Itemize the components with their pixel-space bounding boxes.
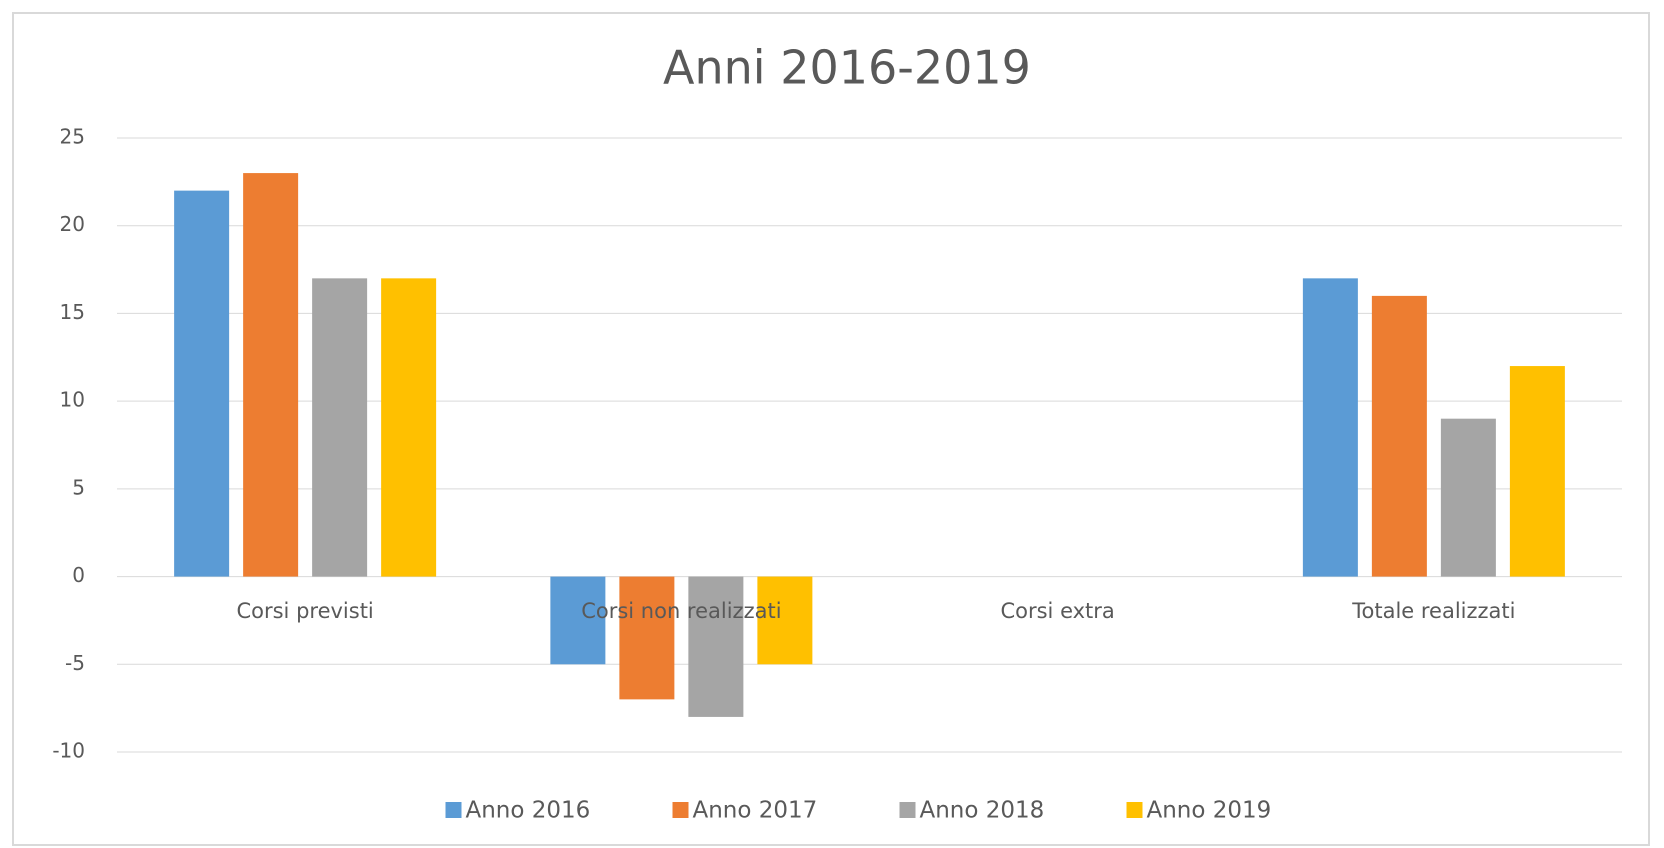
y-tick-label: 5	[72, 475, 85, 499]
y-tick-label: 25	[60, 125, 85, 149]
legend-label: Anno 2019	[1147, 798, 1272, 824]
bar	[1509, 366, 1565, 577]
legend-swatch	[1126, 802, 1143, 818]
bar	[688, 576, 744, 717]
chart-title: Anni 2016-2019	[663, 41, 1031, 95]
bar	[1371, 295, 1427, 577]
x-tick-label: Corsi non realizzati	[581, 599, 781, 623]
legend-label: Anno 2018	[920, 798, 1045, 824]
y-tick-label: 15	[60, 300, 85, 324]
bar	[1302, 278, 1358, 577]
bar	[619, 576, 675, 700]
x-tick-label: Corsi extra	[1000, 599, 1114, 623]
bar	[757, 576, 813, 665]
bar	[550, 576, 606, 665]
legend-label: Anno 2016	[466, 798, 591, 824]
bar	[1440, 418, 1496, 577]
y-tick-label: 10	[60, 388, 85, 412]
legend-label: Anno 2017	[693, 798, 818, 824]
x-tick-label: Corsi previsti	[236, 599, 373, 623]
bar	[381, 278, 437, 577]
legend-swatch	[899, 802, 916, 818]
y-tick-label: -10	[52, 739, 85, 763]
bar	[312, 278, 368, 577]
y-tick-label: -5	[65, 651, 85, 675]
y-tick-label: 20	[60, 212, 85, 236]
y-tick-label: 0	[72, 563, 85, 587]
bar	[174, 190, 230, 577]
x-tick-label: Totale realizzati	[1351, 599, 1515, 623]
legend-swatch	[445, 802, 462, 818]
legend-swatch	[672, 802, 689, 818]
bar	[243, 173, 299, 577]
